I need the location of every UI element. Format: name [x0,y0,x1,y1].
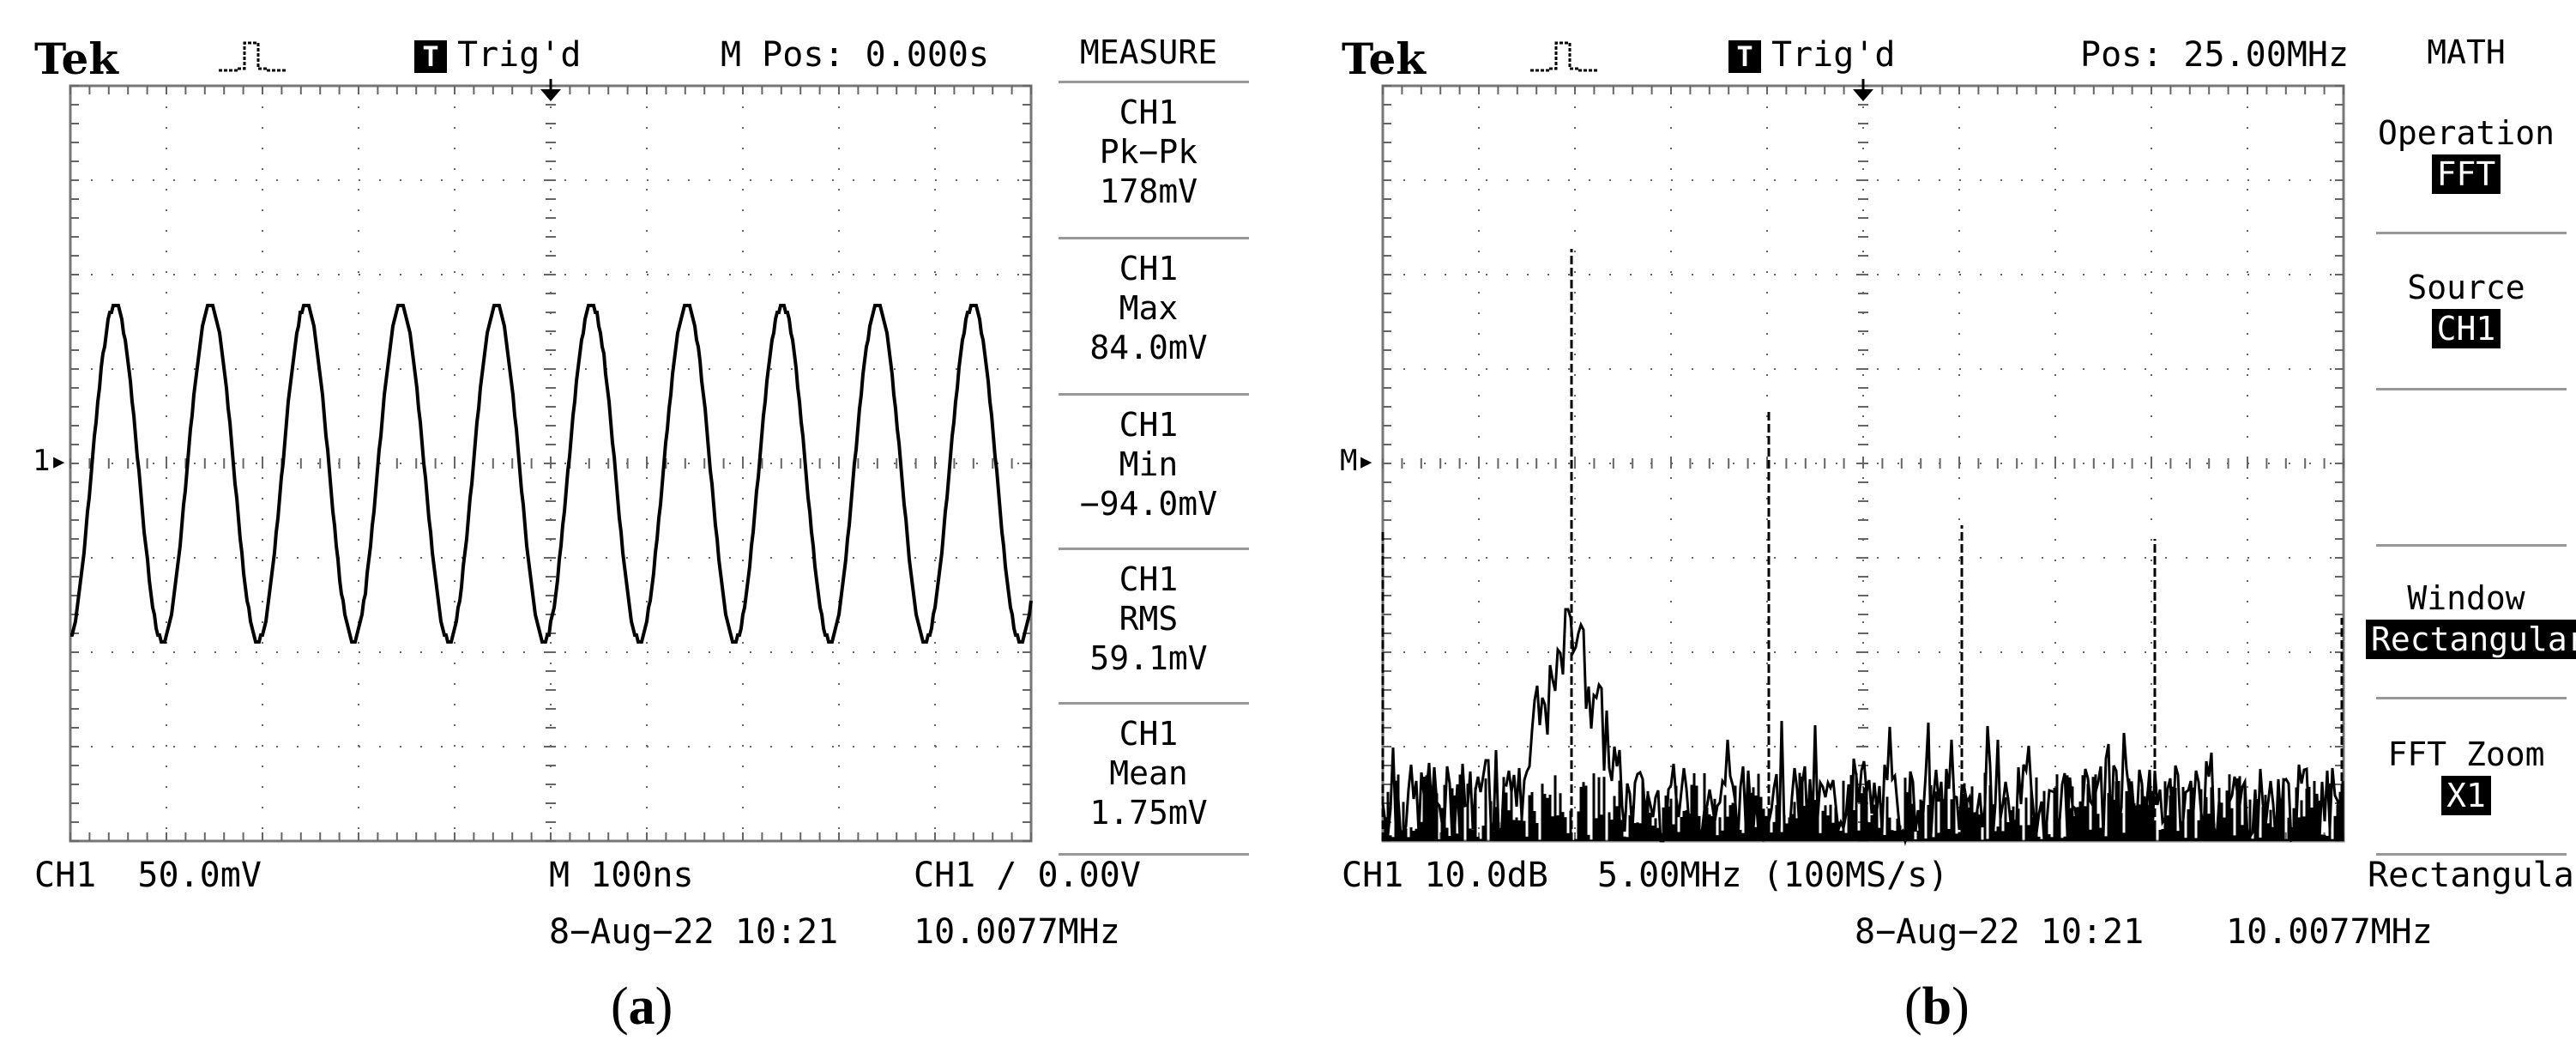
fft-zoom-menu-item[interactable]: FFT Zoom X1 [2366,735,2567,815]
waveform-trace [70,304,1033,644]
menu-divider [2376,232,2567,234]
menu-divider [1059,81,1249,83]
measure-ch: CH1 [1119,250,1179,287]
trigger-box: T [1728,40,1761,73]
operation-value: FFT [2431,154,2501,194]
measure-label: Min [1119,445,1179,483]
measure-ch: CH1 [1119,94,1179,131]
menu-divider [2376,697,2567,699]
measure-ch: CH1 [1119,715,1179,753]
menu-divider [1059,702,1249,705]
channel-scale: CH1 10.0dB [1342,856,1548,895]
fft-display [1381,79,2345,846]
oscilloscope-panel-a: Tek T Trig'd M Pos: 0.000s 1▸ MEASURE CH1… [0,0,1270,1053]
measure-label: RMS [1119,600,1179,638]
trigger-status-label: Trig'd [1771,35,1896,75]
caption-open: ( [1904,977,1922,1036]
menu-title: MEASURE [1079,33,1218,71]
caption-b: (b) [1904,980,1970,1033]
measure-value: 84.0mV [1089,329,1208,366]
menu-divider [1059,548,1249,550]
caption-close: ) [1952,977,1970,1036]
measure-item[interactable]: CH1 Min −94.0mV [1048,405,1249,523]
source-value: CH1 [2431,309,2501,348]
menu-divider [2376,544,2567,547]
trigger-status-label: Trig'd [457,35,582,75]
trigger-status: T Trig'd [1728,38,1896,73]
operation-label: Operation [2378,114,2555,152]
math-menu: MATH Operation FFT Source CH1 Window Rec… [2366,0,2576,910]
measure-item[interactable]: CH1 Mean 1.75mV [1048,714,1249,832]
channel-scale: CH1 50.0mV [34,856,262,895]
caption-a: (a) [611,980,673,1033]
window-menu-item[interactable]: Window Rectangular [2366,578,2576,659]
math-marker: M▸ [1340,444,1375,478]
menu-divider [2376,853,2567,856]
fft-zoom-label: FFT Zoom [2387,735,2545,773]
window-label: Window [2407,579,2525,617]
caption-letter: b [1921,977,1952,1036]
menu-divider [1059,853,1249,856]
menu-divider [1059,393,1249,396]
pulse-icon [1530,41,1599,72]
caption-open: ( [611,977,629,1036]
caption-close: ) [655,977,673,1036]
measure-menu: MEASURE CH1 Pk−Pk 178mV CH1 Max 84.0mV CH1 Min −… [1048,0,1249,858]
source-menu-item[interactable]: Source CH1 [2366,268,2567,348]
source-label: Source [2407,269,2525,306]
trigger-box: T [414,40,447,73]
measure-item[interactable]: CH1 Max 84.0mV [1048,249,1249,367]
measure-item[interactable]: CH1 Pk−Pk 178mV [1048,93,1249,211]
menu-divider [2376,388,2567,390]
measure-value: 178mV [1099,172,1198,210]
brand-logo: Tek [34,33,118,84]
measure-label: Pk−Pk [1099,133,1198,171]
trigger-status: T Trig'd [414,38,582,73]
measure-ch: CH1 [1119,560,1179,598]
measure-label: Mean [1109,754,1188,792]
waveform-display [69,79,1033,843]
trigger-level: CH1 ∕ 0.00V [914,856,1141,895]
graticule [69,84,1033,843]
measure-value: 59.1mV [1089,639,1208,677]
oscilloscope-panel-b: Tek T Trig'd Pos: 25.00MHz M▸ MATH Operat… [1304,0,2576,1053]
date-time: 8−Aug−22 10:21 [1855,912,2145,952]
menu-title: MATH [2427,33,2506,71]
trigger-arrow-icon [540,89,561,101]
pulse-icon [219,41,287,72]
frequency-readout: 10.0077MHz [2226,912,2433,952]
caption-letter: a [628,977,655,1036]
window-type: Rectangular [2368,856,2576,895]
fft-trace [1381,249,2344,846]
frequency-per-division: 5.00MHz (100MS/s) [1597,856,1949,895]
horizontal-position: Pos: 25.00MHz [2080,35,2350,75]
operation-menu-item[interactable]: Operation FFT [2366,113,2567,194]
fft-zoom-value: X1 [2441,776,2491,815]
timebase: M 100ns [549,856,694,895]
window-value: Rectangular [2366,620,2576,659]
brand-logo: Tek [1342,33,1426,84]
horizontal-position: M Pos: 0.000s [721,35,990,75]
menu-divider [1059,237,1249,239]
measure-ch: CH1 [1119,406,1179,444]
channel-marker: 1▸ [33,444,68,478]
measure-value: 1.75mV [1089,794,1208,832]
measure-value: −94.0mV [1079,485,1218,523]
frequency-readout: 10.0077MHz [914,912,1120,952]
measure-item[interactable]: CH1 RMS 59.1mV [1048,560,1249,678]
measure-label: Max [1119,289,1179,327]
graticule [1381,84,2345,843]
trigger-arrow-icon [1853,89,1873,101]
date-time: 8−Aug−22 10:21 [549,912,839,952]
